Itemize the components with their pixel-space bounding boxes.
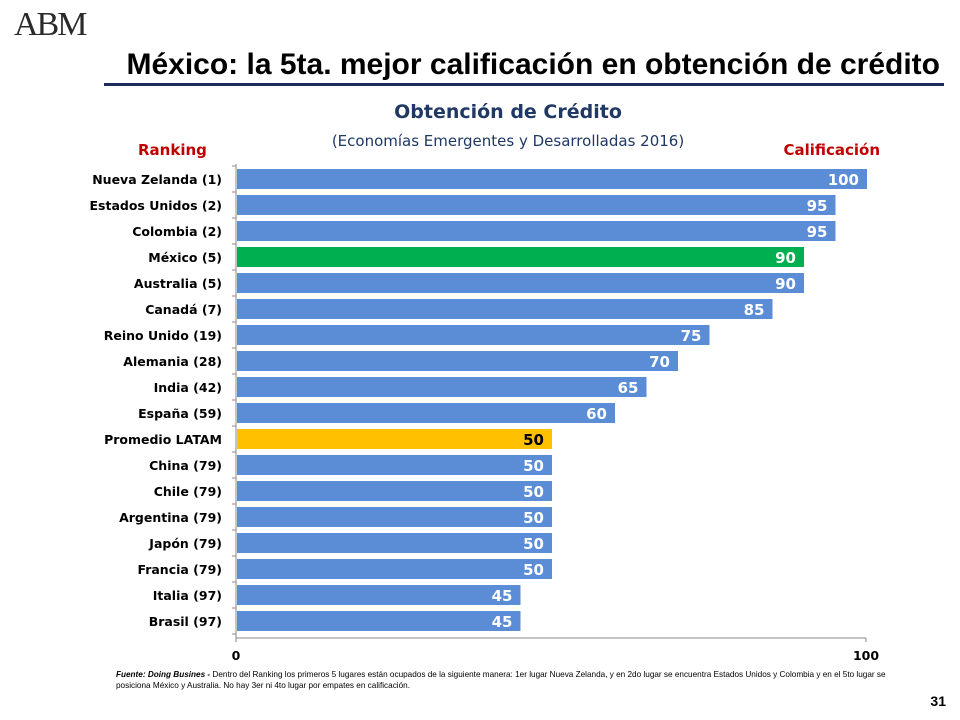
value-label: 50: [523, 509, 544, 527]
bar-18: [237, 611, 521, 631]
category-label: Japón (79): [148, 536, 222, 551]
category-label: México (5): [148, 250, 222, 265]
x-tick-label: 100: [853, 648, 879, 663]
value-label: 65: [618, 379, 639, 397]
chart-subtitle: (Economías Emergentes y Desarrolladas 20…: [331, 132, 685, 150]
value-label: 50: [523, 561, 544, 579]
category-label: India (42): [154, 380, 222, 395]
value-label: 50: [523, 535, 544, 553]
bar-8: [237, 351, 678, 371]
title-underline: [104, 83, 944, 86]
value-label: 70: [649, 353, 670, 371]
value-label: 50: [523, 431, 544, 449]
bar-5: [237, 273, 804, 293]
slide-title: México: la 5ta. mejor calificación en ob…: [126, 48, 940, 81]
value-label: 60: [586, 405, 607, 423]
bar-15: [237, 533, 552, 553]
bar-14: [237, 507, 552, 527]
bar-13: [237, 481, 552, 501]
value-label: 75: [681, 327, 702, 345]
category-label: Colombia (2): [132, 224, 222, 239]
category-label: Reino Unido (19): [104, 328, 222, 343]
bar-16: [237, 559, 552, 579]
category-label: Estados Unidos (2): [89, 198, 222, 213]
category-label: Promedio LATAM: [104, 432, 222, 447]
category-label: Alemania (28): [123, 354, 222, 369]
bar-9: [237, 377, 647, 397]
category-label: China (79): [149, 458, 222, 473]
category-label: Chile (79): [154, 484, 222, 499]
value-label: 45: [492, 587, 513, 605]
x-tick-label: 0: [232, 648, 241, 663]
bar-2: [237, 195, 836, 215]
footnote: Fuente: Doing Busines - Dentro del Ranki…: [116, 669, 896, 691]
value-label: 90: [775, 275, 796, 293]
category-label: Nueva Zelanda (1): [92, 172, 222, 187]
value-label: 90: [775, 249, 796, 267]
category-label: Canadá (7): [145, 302, 222, 317]
bar-17: [237, 585, 521, 605]
logo-text: ABM: [14, 6, 87, 43]
bar-4: [237, 247, 804, 267]
value-label: 95: [807, 197, 828, 215]
category-label: Italia (97): [153, 588, 222, 603]
footnote-text: Dentro del Ranking los primeros 5 lugare…: [116, 670, 886, 690]
value-label: 50: [523, 483, 544, 501]
page-number: 31: [930, 693, 946, 709]
bar-12: [237, 455, 552, 475]
bar-10: [237, 403, 615, 423]
abm-logo: ABM: [14, 6, 104, 58]
category-label: Brasil (97): [149, 614, 222, 629]
bar-3: [237, 221, 836, 241]
category-label: Australia (5): [134, 276, 222, 291]
footnote-source: Fuente: Doing Busines -: [116, 670, 211, 679]
category-label: España (59): [138, 406, 222, 421]
value-label: 85: [744, 301, 765, 319]
ranking-heading: Ranking: [138, 141, 207, 159]
bar-11: [237, 429, 552, 449]
category-label: Argentina (79): [119, 510, 222, 525]
value-label: 45: [492, 613, 513, 631]
chart-title: Obtención de Crédito: [394, 101, 622, 123]
bar-6: [237, 299, 773, 319]
value-label: 100: [828, 171, 859, 189]
category-label: Francia (79): [137, 562, 222, 577]
bar-1: [237, 169, 867, 189]
bar-7: [237, 325, 710, 345]
value-label: 95: [807, 223, 828, 241]
value-label: 50: [523, 457, 544, 475]
calificacion-heading: Calificación: [783, 141, 880, 159]
